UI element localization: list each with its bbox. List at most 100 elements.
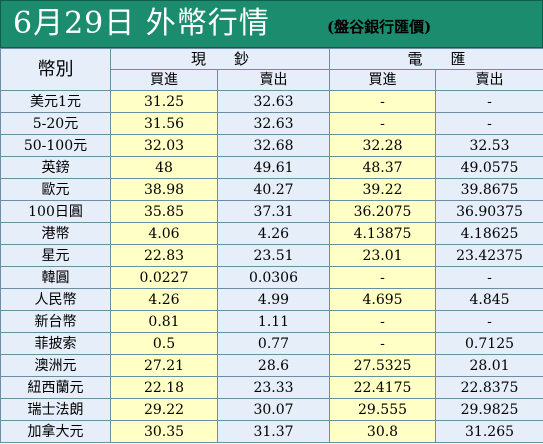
currency-name-cell: 新台幣 — [0, 310, 111, 333]
page-subtitle: (盤谷銀行匯價) — [327, 18, 432, 36]
currency-name-cell: 瑞士法朗 — [0, 398, 111, 421]
table-row: 韓圓 0.0227 0.0306- - — [0, 266, 543, 289]
exchange-rate-table: 幣別 現鈔 電匯 買進 賣出 買進 賣出 美元1元 31.25 32.63- -5-2… — [0, 48, 543, 443]
cash-sell-cell: 0.77 — [216, 332, 331, 355]
transfer-buy-cell: 23.01 — [329, 244, 437, 267]
currency-name-cell: 韓圓 — [0, 266, 111, 289]
table-row: 瑞士法朗 29.22 30.07 29.555 29.9825 — [0, 398, 543, 421]
currency-name-cell: 星元 — [0, 244, 111, 267]
transfer-buy-cell: - — [329, 112, 437, 135]
transfer-buy-cell: 30.8 — [329, 420, 437, 443]
currency-name-cell: 歐元 — [0, 178, 111, 201]
cash-buy-header: 買進 — [110, 69, 218, 91]
table-row: 英鎊 48 49.61 48.37 49.0575 — [0, 156, 543, 179]
table-row: 美元1元 31.25 32.63- - — [0, 90, 543, 113]
header-row-columns: 買進 賣出 買進 賣出 — [1, 69, 543, 91]
transfer-buy-cell: 32.28 — [329, 134, 437, 157]
cash-buy-cell: 0.0227 — [110, 266, 218, 289]
cash-buy-cell: 38.98 — [110, 178, 218, 201]
header-row-groups: 幣別 現鈔 電匯 — [0, 48, 543, 91]
cash-buy-cell: 31.56 — [110, 112, 218, 135]
transfer-sell-cell: 36.90375 — [435, 200, 543, 223]
cash-sell-cell: 28.6 — [216, 354, 331, 377]
currency-name-cell: 50-100元 — [0, 134, 111, 157]
currency-name-cell: 港幣 — [0, 222, 111, 245]
cash-sell-cell: 23.33 — [216, 376, 331, 399]
transfer-buy-header: 買進 — [329, 69, 437, 91]
transfer-buy-cell: 4.695 — [329, 288, 437, 311]
transfer-sell-cell: 39.8675 — [435, 178, 543, 201]
currency-name-cell: 紐西蘭元 — [0, 376, 111, 399]
cash-buy-cell: 4.06 — [110, 222, 218, 245]
transfer-buy-cell: - — [329, 90, 437, 113]
currency-name-cell: 澳洲元 — [0, 354, 111, 377]
transfer-sell-cell: 22.8375 — [435, 376, 543, 399]
currency-name-cell: 人民幣 — [0, 288, 111, 311]
cash-group-header: 現鈔 — [109, 48, 331, 70]
cash-buy-cell: 22.83 — [110, 244, 218, 267]
cash-buy-cell: 0.81 — [110, 310, 218, 333]
table-row: 100日圓 35.85 37.31 36.2075 36.90375 — [0, 200, 543, 223]
cash-buy-cell: 27.21 — [110, 354, 218, 377]
transfer-sell-cell: - — [435, 310, 543, 333]
transfer-sell-cell: 23.42375 — [435, 244, 543, 267]
transfer-sell-cell: 4.845 — [435, 288, 543, 311]
cash-sell-cell: 23.51 — [216, 244, 331, 267]
table-row: 新台幣 0.81 1.11- - — [0, 310, 543, 333]
cash-sell-header: 賣出 — [216, 69, 331, 91]
cash-sell-cell: 1.11 — [216, 310, 331, 333]
cash-buy-cell: 29.22 — [110, 398, 218, 421]
cash-sell-cell: 4.26 — [216, 222, 331, 245]
cash-buy-cell: 0.5 — [110, 332, 218, 355]
transfer-sell-cell: 28.01 — [435, 354, 543, 377]
currency-name-cell: 5-20元 — [0, 112, 111, 135]
cash-buy-cell: 32.03 — [110, 134, 218, 157]
table-row: 澳洲元 27.21 28.6 27.5325 28.01 — [0, 354, 543, 377]
cash-sell-cell: 4.99 — [216, 288, 331, 311]
cash-sell-cell: 32.68 — [216, 134, 331, 157]
table-row: 菲披索 0.5 0.77-0.7125 — [0, 332, 543, 355]
currency-name-cell: 100日圓 — [0, 200, 111, 223]
currency-name-cell: 美元1元 — [0, 90, 111, 113]
cash-buy-cell: 4.26 — [110, 288, 218, 311]
cash-sell-cell: 30.07 — [216, 398, 331, 421]
currency-name-cell: 加拿大元 — [0, 420, 111, 443]
currency-column-header: 幣別 — [0, 48, 111, 91]
currency-name-cell: 英鎊 — [0, 156, 111, 179]
transfer-sell-cell: - — [435, 90, 543, 113]
table-row: 歐元 38.98 40.27 39.22 39.8675 — [0, 178, 543, 201]
transfer-sell-cell: 49.0575 — [435, 156, 543, 179]
cash-buy-cell: 35.85 — [110, 200, 218, 223]
table-row: 紐西蘭元 22.18 23.33 22.4175 22.8375 — [0, 376, 543, 399]
transfer-buy-cell: 48.37 — [329, 156, 437, 179]
transfer-buy-cell: 29.555 — [329, 398, 437, 421]
cash-buy-cell: 22.18 — [110, 376, 218, 399]
transfer-buy-cell: 4.13875 — [329, 222, 437, 245]
transfer-buy-cell: - — [329, 310, 437, 333]
transfer-sell-cell: - — [435, 266, 543, 289]
currency-name-cell: 菲披索 — [0, 332, 111, 355]
cash-sell-cell: 40.27 — [216, 178, 331, 201]
transfer-buy-cell: - — [329, 332, 437, 355]
cash-sell-cell: 32.63 — [216, 112, 331, 135]
cash-buy-cell: 48 — [110, 156, 218, 179]
transfer-sell-cell: 0.7125 — [435, 332, 543, 355]
cash-sell-cell: 31.37 — [216, 420, 331, 443]
transfer-sell-cell: 32.53 — [435, 134, 543, 157]
transfer-sell-cell: 4.18625 — [435, 222, 543, 245]
table-row: 加拿大元 30.35 31.37 30.8 31.265 — [0, 420, 543, 443]
transfer-buy-cell: - — [329, 266, 437, 289]
table-row: 港幣 4.06 4.26 4.13875 4.18625 — [0, 222, 543, 245]
exchange-rate-table-body: 幣別 現鈔 電匯 買進 賣出 買進 賣出 美元1元 31.25 32.63- -5-2… — [0, 48, 543, 443]
transfer-sell-header: 賣出 — [435, 69, 543, 91]
table-row: 星元 22.83 23.51 23.01 23.42375 — [0, 244, 543, 267]
cash-sell-cell: 37.31 — [216, 200, 331, 223]
table-row: 5-20元 31.56 32.63- - — [0, 112, 543, 135]
transfer-buy-cell: 22.4175 — [329, 376, 437, 399]
cash-sell-cell: 32.63 — [216, 90, 331, 113]
cash-sell-cell: 0.0306 — [216, 266, 331, 289]
transfer-buy-cell: 39.22 — [329, 178, 437, 201]
transfer-sell-cell: 31.265 — [435, 420, 543, 443]
transfer-buy-cell: 36.2075 — [329, 200, 437, 223]
